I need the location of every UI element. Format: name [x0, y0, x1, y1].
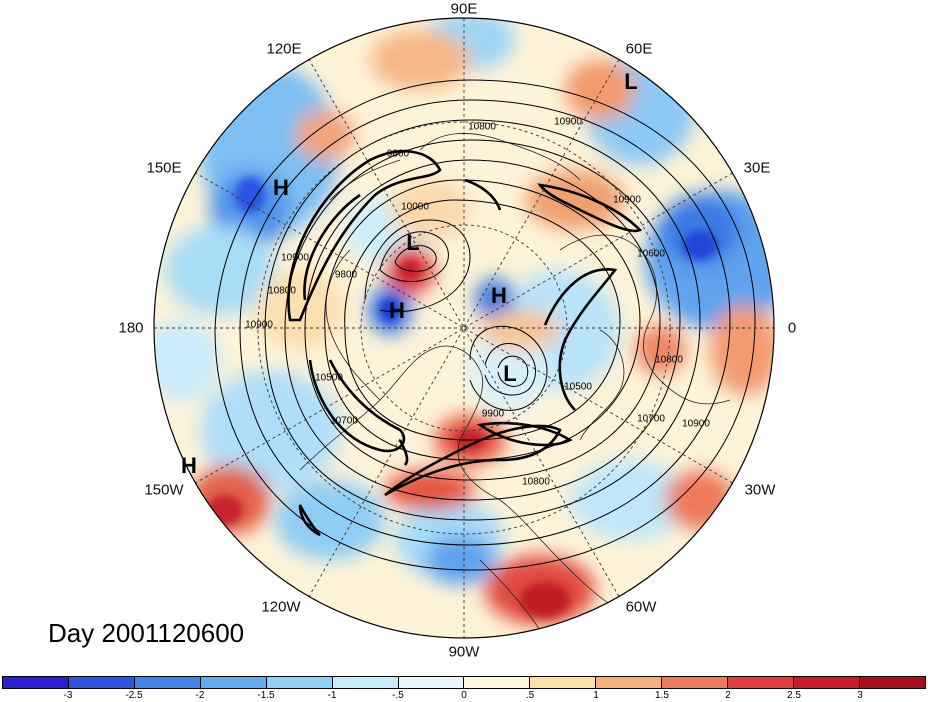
- colorbar-swatch: [3, 677, 69, 688]
- contour-label: 10500: [315, 372, 343, 384]
- colorbar-tick-label: 3: [857, 690, 863, 701]
- high-center-label: H: [491, 283, 507, 308]
- colorbar-swatch: [266, 677, 333, 688]
- high-center-label: H: [181, 453, 197, 478]
- contour-label: 10600: [637, 248, 665, 260]
- contour-label: 10900: [682, 418, 710, 430]
- colorbar-tick-label: -3: [63, 690, 73, 701]
- colorbar-tick-label: -.5: [392, 690, 404, 701]
- colorbar-swatch: [596, 677, 663, 688]
- contour-label: 10800: [655, 354, 683, 366]
- contour-label: 10900: [245, 319, 273, 331]
- lon-label-60e: 60E: [625, 40, 653, 58]
- colorbar-tick-label: 2: [725, 690, 731, 701]
- contour-label: 9800: [386, 148, 410, 160]
- colorbar: [2, 676, 926, 689]
- graticule: [154, 18, 774, 638]
- low-center-label: L: [406, 230, 420, 255]
- lon-label-150e: 150E: [146, 159, 182, 177]
- contour-label: 10500: [564, 381, 592, 393]
- low-center-label: L: [503, 361, 517, 386]
- contour-label: 10800: [522, 476, 550, 488]
- colorbar-swatch: [464, 677, 531, 688]
- colorbar-tick-label: -1.5: [257, 690, 275, 701]
- contour-label: 9900: [481, 408, 505, 420]
- contour-label: 10900: [554, 116, 582, 128]
- lon-label-30e: 30E: [743, 159, 771, 177]
- lon-label-150w: 150W: [144, 481, 184, 499]
- colorbar-tick-label: -2: [195, 690, 205, 701]
- colorbar-swatch: [794, 677, 860, 688]
- colorbar-swatch: [859, 677, 925, 688]
- contour-label: 10900: [281, 252, 309, 264]
- lon-label-90w: 90W: [448, 643, 480, 661]
- contour-label: 9800: [334, 269, 358, 281]
- height-contours: [214, 79, 756, 571]
- contour-label: 10700: [637, 413, 665, 425]
- colorbar-tick-label: 0: [461, 690, 467, 701]
- map-boundary: [153, 17, 775, 639]
- colorbar-swatch: [530, 677, 597, 688]
- colorbar-tick-label: 1.5: [655, 690, 669, 701]
- anomaly-field: [154, 18, 774, 638]
- jet-contours: [287, 149, 643, 537]
- lon-label-120w: 120W: [261, 598, 301, 616]
- low-center-label: L: [624, 69, 638, 94]
- colorbar-tick-label: .5: [525, 690, 535, 701]
- colorbar-tick-label: 2.5: [787, 690, 801, 701]
- lon-label-120e: 120E: [266, 40, 302, 58]
- contour-label: 10800: [268, 285, 296, 297]
- colorbar-swatch: [662, 677, 729, 688]
- lon-label-90e: 90E: [450, 0, 478, 18]
- contour-label: 10700: [330, 415, 358, 427]
- high-center-label: H: [273, 175, 289, 200]
- colorbar-swatch: [134, 677, 201, 688]
- colorbar-swatch: [332, 677, 399, 688]
- lon-label-180: 180: [118, 319, 144, 337]
- contour-label: 10800: [468, 121, 496, 133]
- colorbar-swatch: [200, 677, 267, 688]
- lon-label-30w: 30W: [744, 481, 776, 499]
- lon-label-0: 0: [787, 319, 797, 337]
- colorbar-tick-label: 1: [593, 690, 599, 701]
- colorbar-swatch: [68, 677, 135, 688]
- colorbar-tick-label: -1: [327, 690, 337, 701]
- high-center-label: H: [389, 298, 405, 323]
- lon-label-60w: 60W: [625, 598, 657, 616]
- colorbar-swatch: [398, 677, 465, 688]
- colorbar-tick-label: -2.5: [125, 690, 143, 701]
- contour-label: 10000: [401, 201, 429, 213]
- contour-label: 10900: [613, 194, 641, 206]
- figure-title: Day 2001120600: [48, 618, 245, 648]
- coastlines: [299, 133, 731, 631]
- colorbar-swatch: [728, 677, 795, 688]
